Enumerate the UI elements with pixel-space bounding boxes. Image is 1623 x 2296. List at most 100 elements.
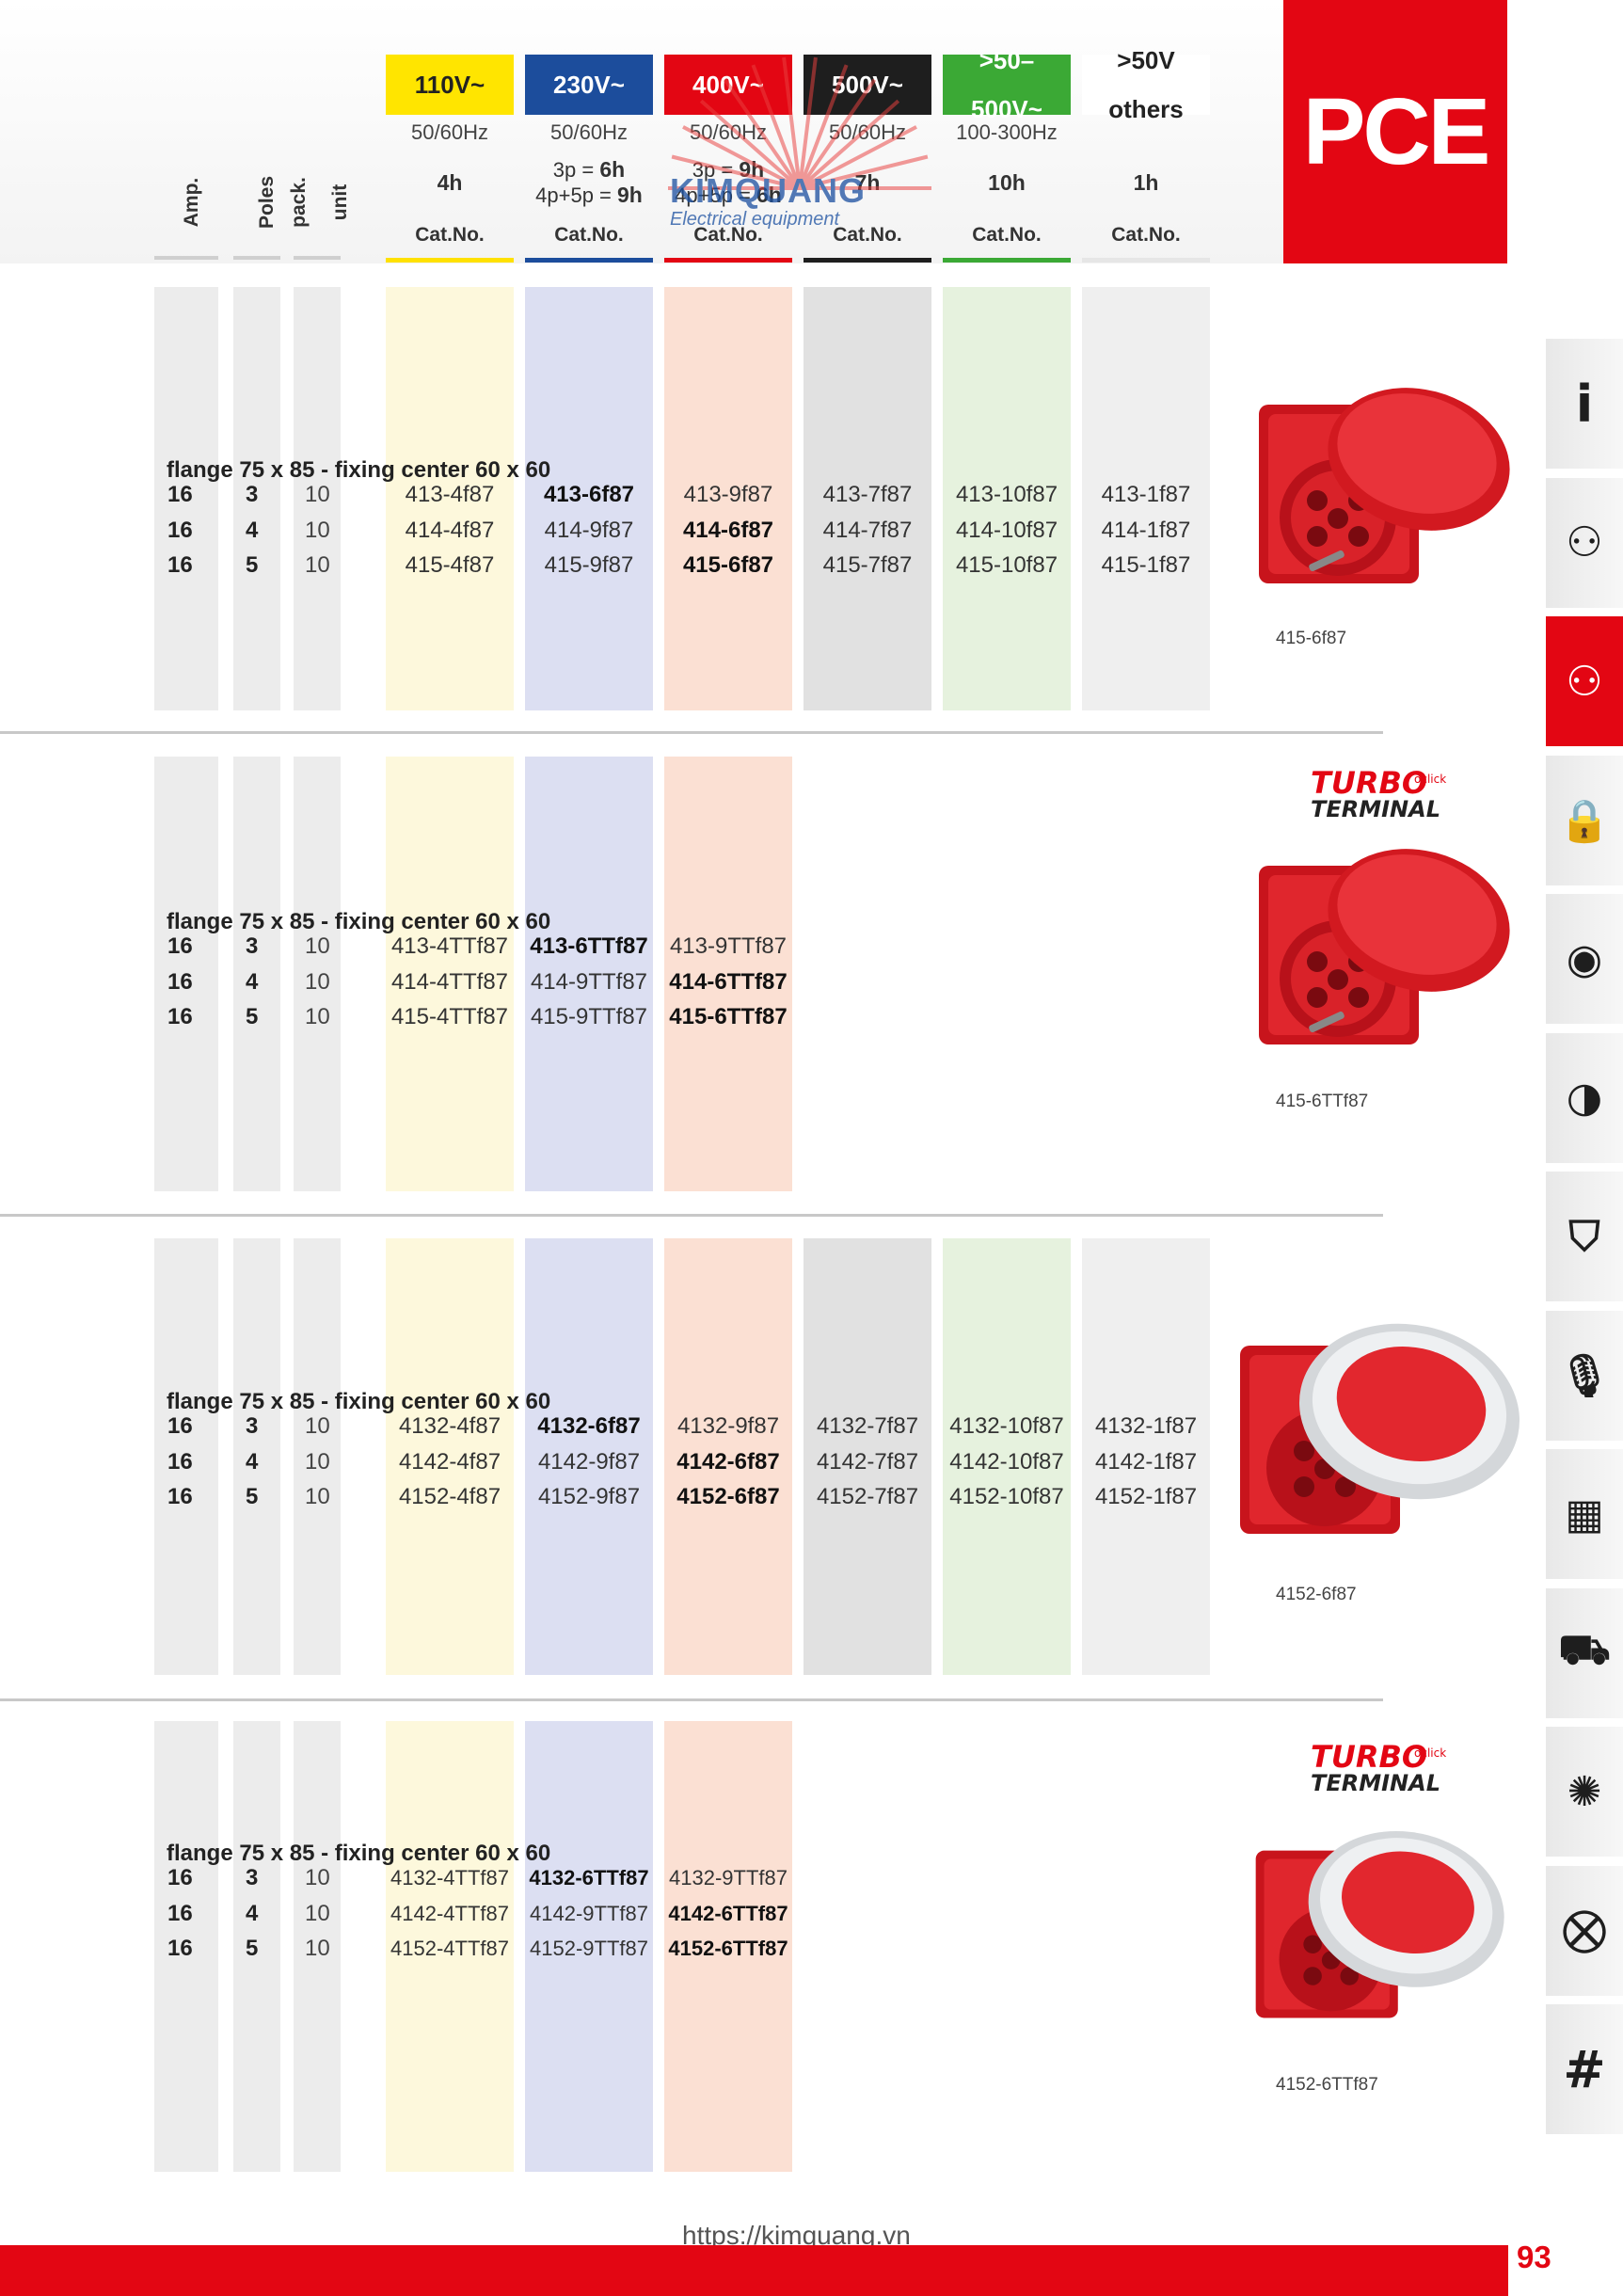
microphone-icon: 🎙 xyxy=(1558,1351,1611,1400)
side-tab-4[interactable]: ◉ xyxy=(1546,894,1623,1026)
pack-unit-value: 10 xyxy=(305,552,330,578)
row-header-stripe xyxy=(294,757,341,1191)
cat-no-cell: 4152-9TTf87 xyxy=(530,1937,648,1960)
footer-url[interactable]: https://kimquang.vn xyxy=(682,2221,911,2250)
side-tab-7[interactable]: 🎙 xyxy=(1546,1310,1623,1443)
poles-value: 3 xyxy=(246,933,259,959)
info-icon: i xyxy=(1575,374,1594,434)
cat-no-cell: 413-6TTf87 xyxy=(530,933,648,959)
side-tab-11[interactable]: ⛒ xyxy=(1546,1865,1623,1998)
pack-unit-value: 10 xyxy=(305,1936,330,1961)
cat-no-cell: 4142-9f87 xyxy=(537,1448,641,1475)
pack-unit-value: 10 xyxy=(305,1448,330,1475)
test-duration: 1h xyxy=(1133,169,1159,195)
cat-no-cell: 413-4f87 xyxy=(405,482,495,507)
side-tab-2[interactable]: ⚇ xyxy=(1546,616,1623,748)
side-tab-3[interactable]: 🔒 xyxy=(1546,755,1623,887)
page-number: 93 xyxy=(1517,2240,1551,2274)
test-duration: 3p = 6h 4p+5p = 9h xyxy=(535,157,643,207)
cat-no-cell: 4142-1f87 xyxy=(1094,1448,1198,1475)
amp-value: 16 xyxy=(167,1004,193,1029)
pack-unit-value: 10 xyxy=(305,1413,330,1439)
cat-no-cell: 413-7f87 xyxy=(822,482,913,507)
section-divider xyxy=(0,731,1383,734)
cat-no-cell: 4132-4f87 xyxy=(398,1413,501,1439)
column-stripe xyxy=(386,1721,514,2172)
section-title: flange 75 x 85 - fixing center 60 x 60 xyxy=(167,1841,551,1866)
poles-value: 5 xyxy=(246,1936,259,1961)
column-stripe xyxy=(525,287,653,710)
product-label: 4152-6TTf87 xyxy=(1276,2075,1378,2095)
brand-logo: PCE xyxy=(1283,0,1507,263)
column-stripe xyxy=(664,287,792,710)
cat-no-cell: 4142-6TTf87 xyxy=(668,1901,788,1925)
side-tab-9[interactable]: ⛟ xyxy=(1546,1587,1623,1720)
cat-no-cell: 414-6TTf87 xyxy=(669,968,788,995)
cat-no-cell: 415-9TTf87 xyxy=(530,1004,648,1029)
poles-value: 5 xyxy=(246,552,259,578)
pack-unit-value: 10 xyxy=(305,482,330,507)
pack-unit-value: 10 xyxy=(305,1484,330,1509)
cat-no-cell: 414-4TTf87 xyxy=(390,968,509,995)
test-duration: 7h xyxy=(854,169,881,195)
header-band xyxy=(0,0,1283,263)
cat-no-cell: 414-4f87 xyxy=(405,517,495,543)
test-duration: 4h xyxy=(437,169,463,195)
cat-no-cell: 4152-6TTf87 xyxy=(668,1937,788,1960)
turbo-logo-line1: TURBO xyxy=(1311,1739,1428,1775)
turbo-terminal-logo: TURBO oclick TERMINAL xyxy=(1311,768,1446,822)
cat-no-cell: 414-10f87 xyxy=(955,517,1058,543)
product-image xyxy=(1251,847,1515,1073)
cat-no-cell: 413-9TTf87 xyxy=(669,933,788,959)
test-duration: 3p = 9h 4p+5p = 6h xyxy=(675,157,782,207)
schuko-icon: ◉ xyxy=(1566,934,1603,983)
row-header-underline xyxy=(233,256,280,260)
row-header-stripe xyxy=(294,287,341,710)
cat-no-cell: 4132-6TTf87 xyxy=(529,1866,649,1889)
cat-no-cell: 414-9f87 xyxy=(544,517,634,543)
cat-no-cell: 415-4TTf87 xyxy=(390,1004,509,1029)
side-tab-10[interactable]: ✺ xyxy=(1546,1727,1623,1858)
footer-bar xyxy=(0,2245,1508,2296)
cat-no-cell: 4132-6f87 xyxy=(537,1413,641,1439)
column-stripe xyxy=(386,757,514,1191)
column-stripe xyxy=(664,1238,792,1675)
poles-value: 4 xyxy=(246,1900,259,1926)
cat-no-cell: 414-6f87 xyxy=(682,517,774,543)
poles-value: 3 xyxy=(246,482,259,507)
amp-value: 16 xyxy=(167,1413,193,1439)
side-tab-6[interactable]: ⛉ xyxy=(1546,1172,1623,1303)
side-tab-5[interactable]: ◑ xyxy=(1546,1032,1623,1165)
cat-no-cell: 4152-7f87 xyxy=(816,1484,919,1509)
row-header-stripe xyxy=(154,1238,218,1675)
side-tab-0[interactable]: i xyxy=(1546,339,1623,470)
cat-no-header: Cat.No. xyxy=(833,224,902,246)
column-stripe xyxy=(525,1721,653,2172)
product-label: 415-6f87 xyxy=(1276,629,1347,648)
side-tab-12[interactable]: # xyxy=(1546,2004,1623,2136)
cat-no-header: Cat.No. xyxy=(415,224,485,246)
cat-no-cell: 4132-9TTf87 xyxy=(669,1866,788,1889)
voltage-header-2: 400V~ xyxy=(664,55,792,115)
column-stripe xyxy=(386,287,514,710)
row-header-0: Amp. xyxy=(181,177,202,228)
hash-icon: # xyxy=(1563,2039,1606,2099)
vehicle-icon: ⛟ xyxy=(1558,1626,1611,1674)
cat-no-cell: 415-1f87 xyxy=(1101,552,1191,578)
pack-unit-value: 10 xyxy=(305,968,330,995)
side-tab-1[interactable]: ⚇ xyxy=(1546,477,1623,610)
turbo-logo-line2: TERMINAL xyxy=(1311,1770,1441,1796)
side-tab-8[interactable]: ▦ xyxy=(1546,1449,1623,1581)
cat-no-cell: 415-7f87 xyxy=(822,552,913,578)
section-title: flange 75 x 85 - fixing center 60 x 60 xyxy=(167,909,551,934)
section-divider xyxy=(0,1698,1383,1701)
cat-no-cell: 413-1f87 xyxy=(1101,482,1191,507)
column-stripe xyxy=(525,757,653,1191)
column-stripe xyxy=(664,1721,792,2172)
cat-no-cell: 413-4TTf87 xyxy=(390,933,509,959)
poles-value: 3 xyxy=(246,1413,259,1439)
turbo-logo-line2: TERMINAL xyxy=(1311,796,1441,822)
frequency-label: 50/60Hz xyxy=(829,120,906,144)
cat-no-cell: 415-6TTf87 xyxy=(669,1004,788,1029)
column-stripe xyxy=(943,1238,1071,1675)
